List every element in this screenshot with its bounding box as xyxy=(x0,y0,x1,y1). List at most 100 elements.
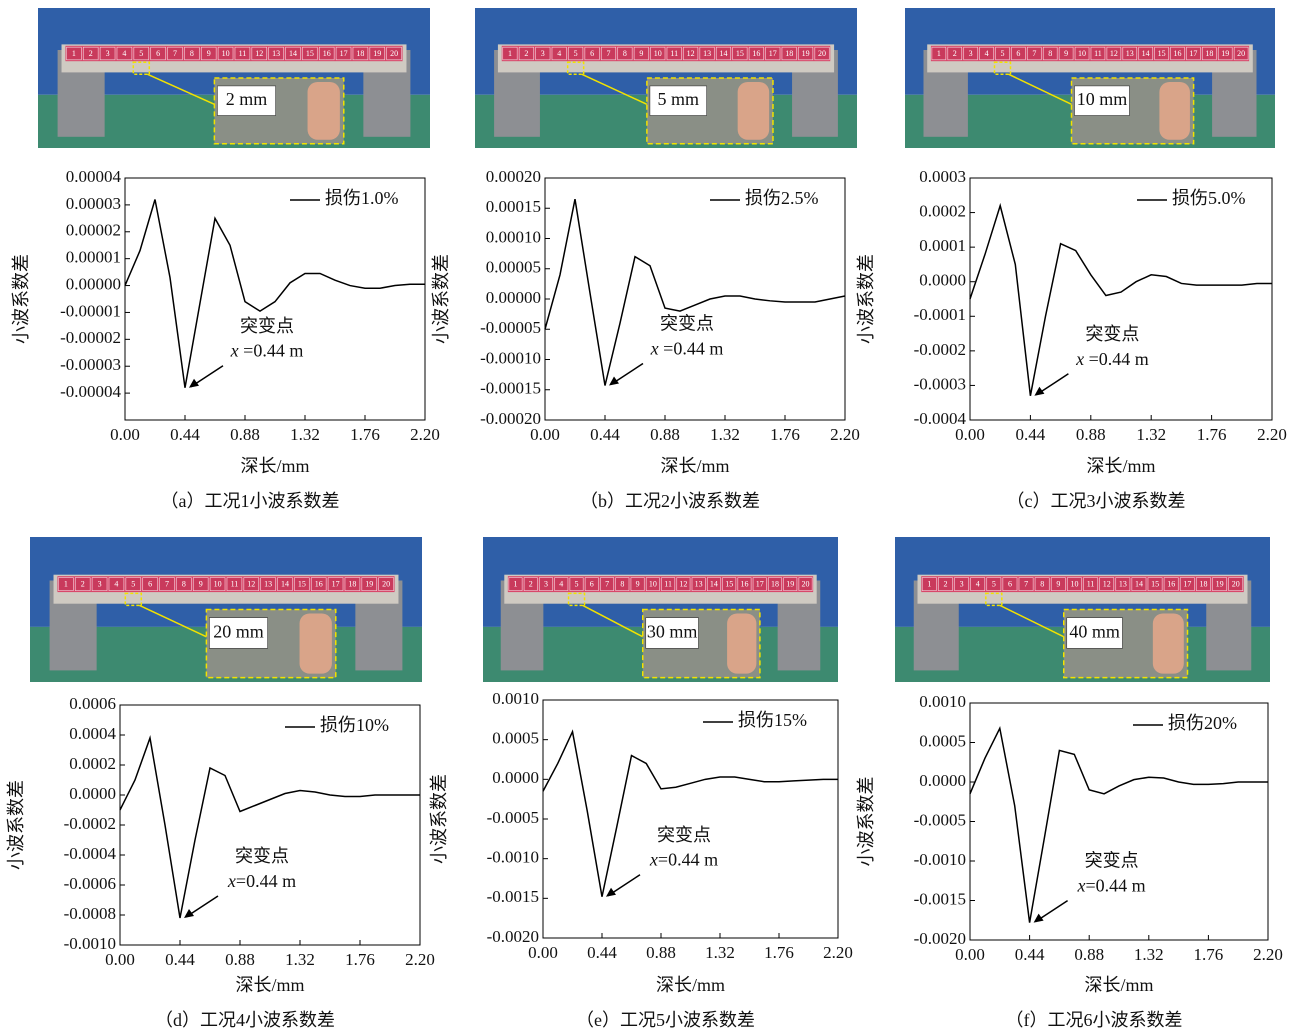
annotation-value: x=0.44 m xyxy=(1077,876,1146,896)
beam-label: 4 xyxy=(557,49,561,58)
legend-label: 损伤2.5% xyxy=(745,188,819,208)
beam-label: 2 xyxy=(529,580,533,589)
photo: 123456789101112131415161718192030 mm xyxy=(483,537,838,682)
beam-label: 8 xyxy=(623,49,627,58)
inset-finger xyxy=(738,82,770,140)
y-tick-label: -0.0002 xyxy=(64,814,116,833)
beam-label: 7 xyxy=(173,49,177,58)
caption: （a）工况1小波系数差 xyxy=(161,491,340,511)
beam-label: 14 xyxy=(719,49,727,58)
beam-label: 16 xyxy=(315,580,323,589)
annotation-title: 突变点 xyxy=(1085,851,1139,871)
x-tick-label: 1.32 xyxy=(1136,425,1166,444)
beam-label: 8 xyxy=(190,49,194,58)
x-tick-label: 1.32 xyxy=(285,950,315,969)
x-tick-label: 1.76 xyxy=(764,943,794,962)
x-tick-label: 1.32 xyxy=(710,425,740,444)
inset-finger xyxy=(308,82,340,140)
y-tick-label: 0.00001 xyxy=(66,248,121,267)
x-tick-label: 0.88 xyxy=(225,950,255,969)
x-tick-label: 2.20 xyxy=(823,943,853,962)
beam-label: 2 xyxy=(81,580,85,589)
y-tick-label: -0.00015 xyxy=(480,379,541,398)
beam-label: 14 xyxy=(710,580,718,589)
y-tick-label: 0.00000 xyxy=(486,288,541,307)
beam-label: 17 xyxy=(1189,49,1197,58)
beam-label: 9 xyxy=(1064,49,1068,58)
beam-label: 19 xyxy=(802,49,810,58)
photo-label: 40 mm xyxy=(1069,621,1120,641)
y-tick-label: -0.00004 xyxy=(60,382,121,401)
y-tick-label: 0.0004 xyxy=(69,724,116,743)
beam-label: 13 xyxy=(264,580,272,589)
inset-finger xyxy=(727,614,756,674)
beam-label: 17 xyxy=(340,49,348,58)
x-tick-label: 0.44 xyxy=(165,950,195,969)
y-tick-label: 0.00015 xyxy=(486,197,541,216)
beam-label: 6 xyxy=(590,580,594,589)
beam-label: 1 xyxy=(72,49,76,58)
beam-label: 10 xyxy=(654,49,662,58)
beam-band xyxy=(57,576,394,592)
beam-label: 5 xyxy=(131,580,135,589)
beam-label: 5 xyxy=(1000,49,1004,58)
annotation-variable: x xyxy=(230,341,239,361)
y-tick-label: 0.00005 xyxy=(486,258,541,277)
beam-band xyxy=(502,46,831,61)
annotation-value-text: =0.44 m xyxy=(1086,876,1146,896)
annotation-value-text: =0.44 m xyxy=(1084,349,1149,369)
beam-label: 20 xyxy=(818,49,826,58)
annotation-variable: x xyxy=(650,339,659,359)
annotation-value: x=0.44 m xyxy=(227,871,296,891)
beam-label: 7 xyxy=(607,49,611,58)
beam-label: 7 xyxy=(165,580,169,589)
photo: 12345678910111213141516171819202 mm xyxy=(38,8,430,148)
beam-label: 12 xyxy=(255,49,263,58)
beam-band xyxy=(508,576,813,592)
x-tick-label: 0.44 xyxy=(1016,425,1046,444)
annotation-variable: x xyxy=(649,850,658,870)
beam-label: 12 xyxy=(687,49,695,58)
x-tick-label: 0.44 xyxy=(170,425,200,444)
beam-label: 16 xyxy=(752,49,760,58)
beam-label: 19 xyxy=(373,49,381,58)
y-tick-label: 0.0002 xyxy=(69,754,116,773)
beam-label: 9 xyxy=(639,49,643,58)
beam-label: 2 xyxy=(953,49,957,58)
annotation-variable: x xyxy=(227,871,236,891)
y-tick-label: 0.0000 xyxy=(919,771,966,790)
y-tick-label: 0.00003 xyxy=(66,194,121,213)
y-tick-label: -0.0015 xyxy=(487,887,539,906)
beam-label: 16 xyxy=(1167,580,1175,589)
beam-label: 6 xyxy=(1016,49,1020,58)
beam-label: 16 xyxy=(740,580,748,589)
annotation-variable: x xyxy=(1075,349,1084,369)
beam-label: 12 xyxy=(247,580,255,589)
y-tick-label: 0.00010 xyxy=(486,227,541,246)
beam-label: 5 xyxy=(139,49,143,58)
figure: 12345678910111213141516171819202 mm0.000… xyxy=(0,0,1303,1035)
x-tick-label: 0.44 xyxy=(590,425,620,444)
plot-frame xyxy=(545,178,845,420)
beam-label: 13 xyxy=(1119,580,1127,589)
beam-label: 8 xyxy=(1040,580,1044,589)
y-axis-label: 小波系数差 xyxy=(431,254,451,344)
y-tick-label: -0.0008 xyxy=(64,904,116,923)
beam-label: 17 xyxy=(769,49,777,58)
beam-label: 20 xyxy=(1237,49,1245,58)
annotation-value: x =0.44 m xyxy=(1075,349,1149,369)
legend-label: 损伤1.0% xyxy=(325,188,399,208)
x-axis-label: 深长/mm xyxy=(1086,456,1155,476)
beam-label: 15 xyxy=(1151,580,1159,589)
y-axis-label: 小波系数差 xyxy=(6,780,26,870)
beam-label: 3 xyxy=(544,580,548,589)
beam-label: 6 xyxy=(156,49,160,58)
beam-label: 12 xyxy=(1103,580,1111,589)
x-tick-label: 0.88 xyxy=(1076,425,1106,444)
x-axis-label: 深长/mm xyxy=(656,975,725,995)
annotation-title: 突变点 xyxy=(240,316,294,336)
beam-label: 11 xyxy=(664,580,672,589)
y-tick-label: -0.00003 xyxy=(60,355,121,374)
beam-label: 8 xyxy=(1048,49,1052,58)
